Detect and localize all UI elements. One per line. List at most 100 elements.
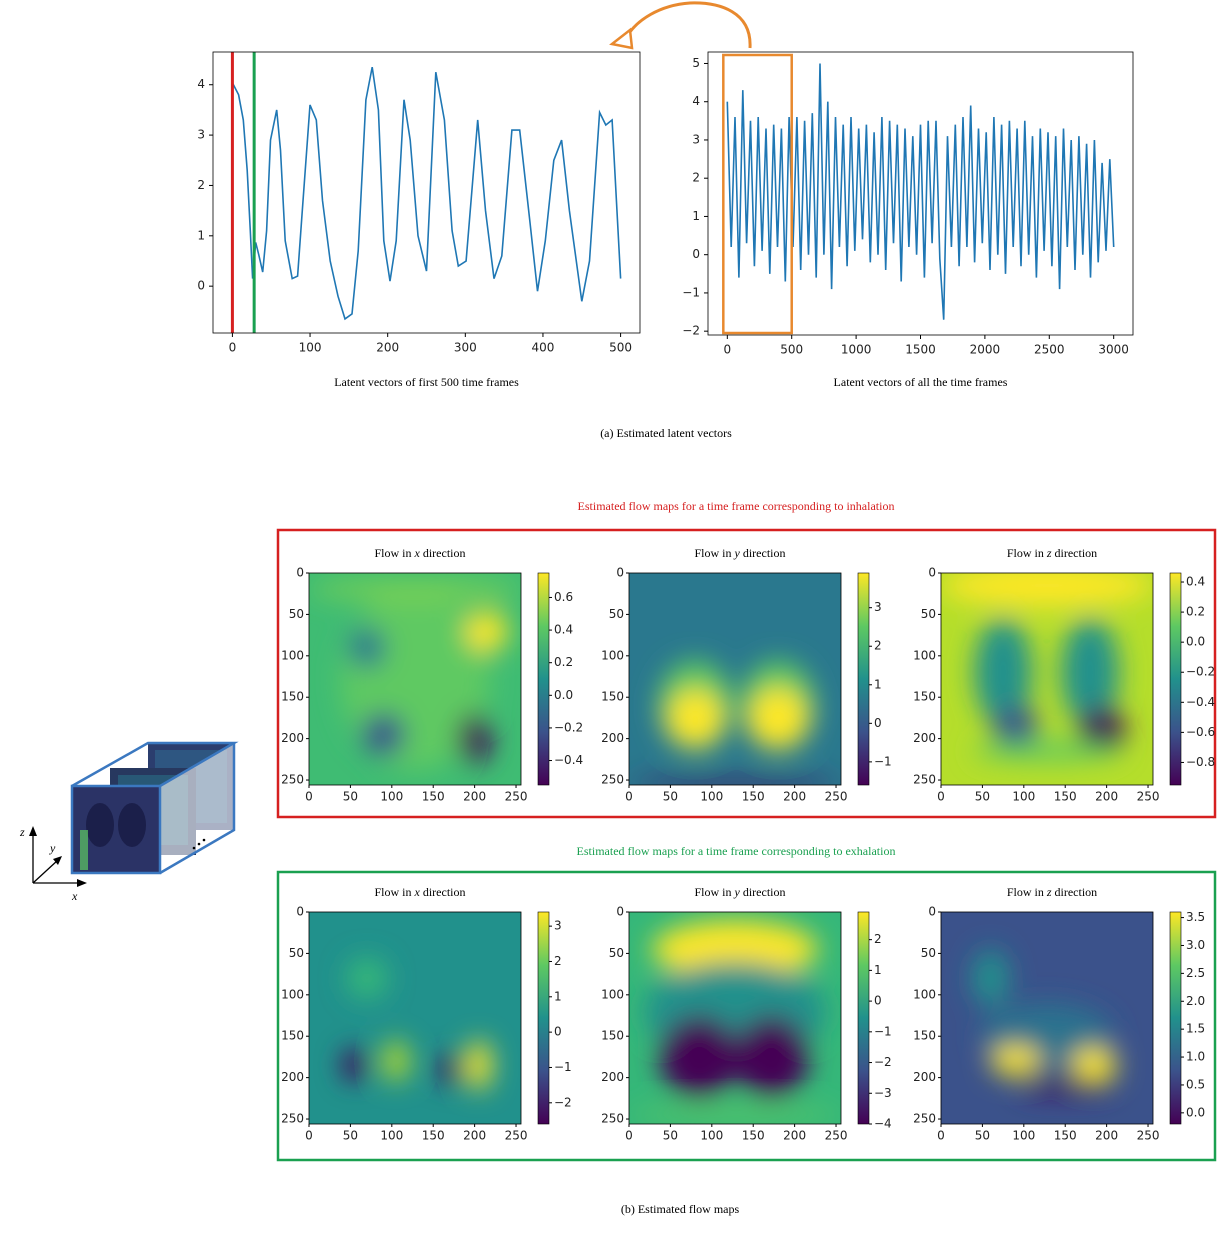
x-tick-label: 250 bbox=[505, 790, 528, 804]
axis-y: y bbox=[49, 841, 56, 855]
colorbar-tick-label: −0.6 bbox=[1186, 725, 1215, 739]
y-tick-label: 250 bbox=[281, 773, 304, 787]
x-tick-label: 200 bbox=[783, 1129, 806, 1143]
x-tick-label: 250 bbox=[825, 790, 848, 804]
blob bbox=[990, 1046, 1041, 1076]
blob bbox=[972, 949, 1009, 1008]
title-prefix: Flow in bbox=[695, 885, 735, 899]
title-axis: z bbox=[1046, 546, 1052, 560]
blob bbox=[362, 712, 406, 757]
y-tick-label: 0 bbox=[296, 905, 304, 919]
x-tick-label: 200 bbox=[463, 1129, 486, 1143]
heatmap-bg bbox=[309, 912, 521, 1124]
chart-caption: Latent vectors of first 500 time frames bbox=[334, 375, 519, 389]
blob bbox=[734, 1015, 809, 1099]
x-tick-label: 150 bbox=[1054, 790, 1077, 804]
y-tick-label: 250 bbox=[913, 1112, 936, 1126]
blob bbox=[458, 713, 492, 764]
y-tick-label: 2 bbox=[197, 178, 205, 192]
y-tick-label: 150 bbox=[913, 690, 936, 704]
panel-title: Flow in y direction bbox=[695, 885, 786, 899]
heatmap-blobs bbox=[309, 579, 521, 771]
x-tick-label: 150 bbox=[742, 1129, 765, 1143]
x-tick-label: 0 bbox=[625, 790, 633, 804]
x-tick-label: 0 bbox=[625, 1129, 633, 1143]
x-tick-label: 250 bbox=[825, 1129, 848, 1143]
y-tick-label: 0 bbox=[616, 905, 624, 919]
x-tick-label: 200 bbox=[463, 790, 486, 804]
title-axis: y bbox=[734, 885, 741, 899]
colorbar-tick-label: 3 bbox=[874, 600, 882, 614]
colorbar-tick-label: 0.4 bbox=[554, 623, 573, 637]
caption: (b) Estimated flow maps bbox=[621, 1202, 740, 1216]
y-tick-label: 4 bbox=[692, 94, 700, 108]
colorbar-tick-label: 0 bbox=[874, 994, 882, 1008]
title-prefix: Flow in bbox=[375, 885, 415, 899]
x-tick-label: 1500 bbox=[905, 343, 936, 357]
blob bbox=[1071, 1048, 1118, 1082]
y-tick-label: 100 bbox=[601, 648, 624, 662]
blob bbox=[941, 573, 1153, 607]
x-tick-label: 150 bbox=[742, 790, 765, 804]
title-suffix: direction bbox=[740, 885, 786, 899]
heatmap-bg bbox=[629, 573, 841, 785]
panel-title: Flow in y direction bbox=[695, 546, 786, 560]
colorbar-tick-label: 0.2 bbox=[1186, 605, 1205, 619]
x-tick-label: 2500 bbox=[1034, 343, 1065, 357]
y-tick-label: 1 bbox=[692, 209, 700, 223]
blob bbox=[348, 626, 386, 669]
chart-caption: Latent vectors of all the time frames bbox=[834, 375, 1008, 389]
colorbar-tick-label: −3 bbox=[874, 1086, 892, 1100]
y-tick-label: 0 bbox=[616, 566, 624, 580]
arrow-head bbox=[609, 27, 634, 50]
blob bbox=[972, 741, 1122, 761]
x-tick-label: 400 bbox=[532, 341, 555, 355]
line bbox=[726, 63, 1115, 320]
colorbar-tick-label: 0.5 bbox=[1186, 1077, 1205, 1091]
heatmap bbox=[629, 573, 841, 785]
x-tick-label: 50 bbox=[975, 1129, 990, 1143]
heatmap bbox=[309, 573, 521, 785]
y-tick-label: 200 bbox=[281, 1070, 304, 1084]
colorbar bbox=[1169, 911, 1182, 1125]
blob bbox=[346, 957, 388, 999]
y-tick-label: 5 bbox=[692, 56, 700, 70]
colorbar-tick-label: 1.5 bbox=[1186, 1022, 1205, 1036]
image-frame bbox=[940, 572, 1154, 786]
axis-z: z bbox=[19, 825, 25, 839]
x-tick-label: 50 bbox=[663, 790, 678, 804]
panel-title: Flow in z direction bbox=[1007, 546, 1097, 560]
blob bbox=[466, 1040, 492, 1091]
colorbar-tick-label: 1 bbox=[554, 989, 562, 1003]
x-tick-label: 150 bbox=[1054, 1129, 1077, 1143]
blob bbox=[383, 1040, 409, 1082]
colorbar-tick-label: 3 bbox=[554, 919, 562, 933]
y-tick-label: 100 bbox=[281, 987, 304, 1001]
group-box bbox=[276, 870, 1217, 1162]
heatmap bbox=[629, 912, 841, 1124]
title-prefix: Flow in bbox=[1007, 885, 1047, 899]
y-tick-label: 50 bbox=[609, 607, 624, 621]
x-tick-label: 100 bbox=[299, 341, 322, 355]
title-axis: z bbox=[1046, 885, 1052, 899]
group-box bbox=[276, 528, 1217, 819]
colorbar-tick-label: 1.0 bbox=[1186, 1050, 1205, 1064]
colorbar-tick-label: 2 bbox=[874, 639, 882, 653]
title-prefix: Flow in bbox=[695, 546, 735, 560]
y-tick-label: 250 bbox=[601, 1112, 624, 1126]
heatmap-blobs bbox=[972, 949, 1118, 1095]
colorbar-tick-label: 0.6 bbox=[554, 590, 573, 604]
image-frame bbox=[308, 572, 522, 786]
arrow bbox=[624, 1, 752, 49]
plot-frame bbox=[212, 51, 641, 334]
x-tick-label: 500 bbox=[609, 341, 632, 355]
title-prefix: Flow in bbox=[1007, 546, 1047, 560]
x-tick-label: 250 bbox=[1137, 1129, 1160, 1143]
colorbar-tick-label: −0.8 bbox=[1186, 755, 1215, 769]
colorbar-tick-label: −1 bbox=[874, 1024, 892, 1038]
blob bbox=[974, 618, 1033, 727]
colorbar-tick-label: 2 bbox=[554, 954, 562, 968]
x-tick-label: 100 bbox=[1012, 1129, 1035, 1143]
colorbar-tick-label: 0.0 bbox=[1186, 635, 1205, 649]
colorbar bbox=[857, 911, 870, 1125]
